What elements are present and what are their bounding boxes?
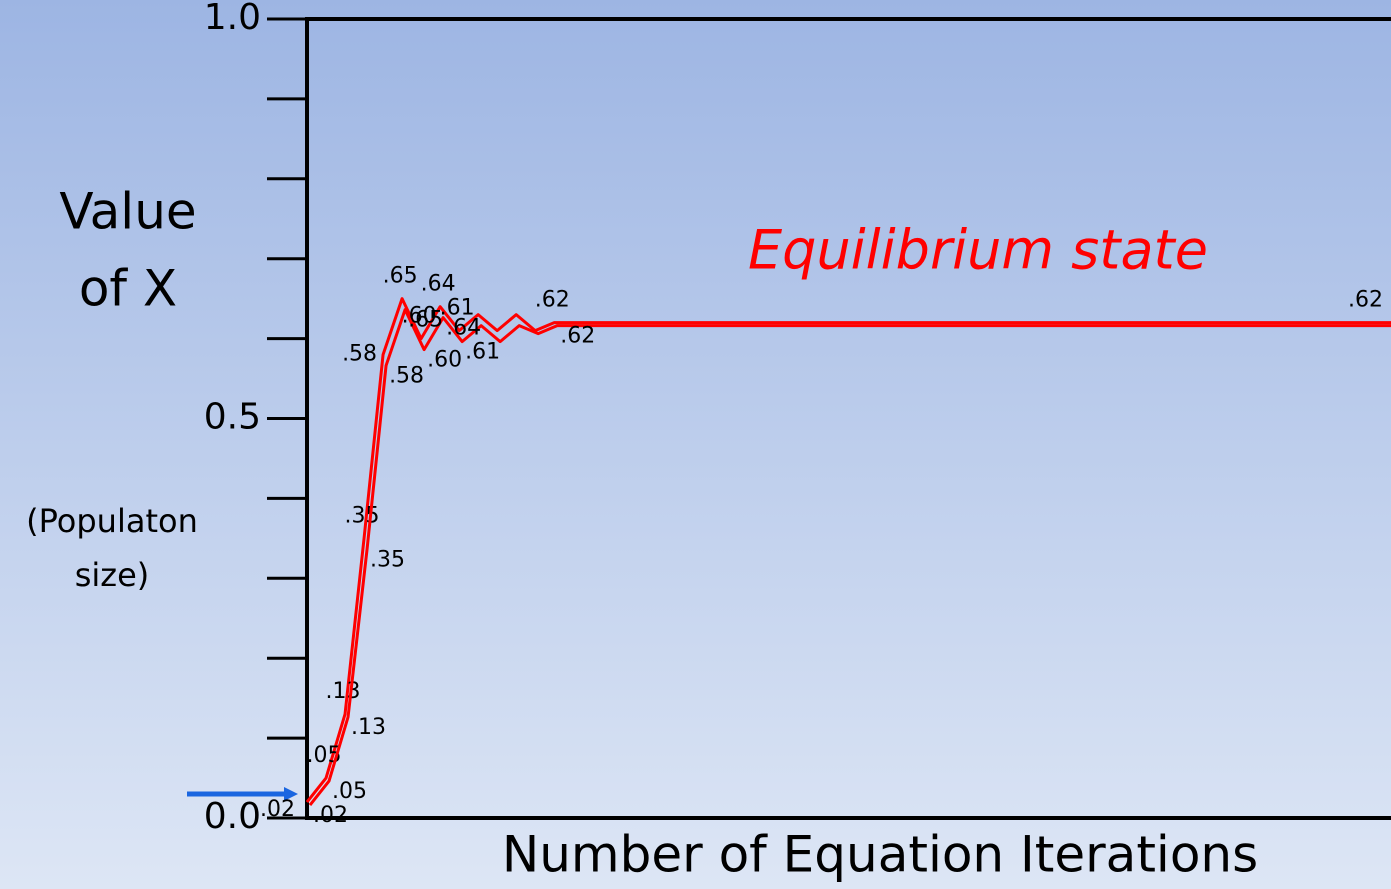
value-label: .64 [421, 272, 456, 297]
initial-arrow-head [284, 787, 298, 801]
value-label: .61 [440, 296, 475, 321]
value-label: .58 [389, 364, 424, 389]
value-label: .62 [560, 324, 595, 349]
value-label: .64 [446, 316, 481, 341]
value-label: .58 [342, 342, 377, 367]
value-label: .62 [535, 288, 570, 313]
series-line [308, 308, 1391, 806]
annotation: Equilibrium state [748, 219, 1208, 282]
value-label: .62 [1348, 288, 1383, 313]
value-label: .61 [465, 340, 500, 365]
x-axis-label: Number of Equation Iterations [502, 826, 1258, 884]
value-label: .02 [313, 803, 348, 828]
y-axis-note: size) [75, 556, 150, 594]
value-label: .35 [370, 547, 405, 572]
value-label: .60 [427, 348, 462, 373]
value-label: .05 [332, 779, 367, 804]
y-axis-label: Value [59, 183, 196, 241]
value-label: .13 [326, 679, 361, 704]
value-label: .02 [260, 797, 295, 822]
value-label: .65 [408, 308, 443, 333]
y-tick-label: 1.0 [204, 0, 261, 38]
y-tick-label: 0.0 [204, 796, 261, 837]
series-line [305, 297, 1391, 803]
value-label: .35 [345, 503, 380, 528]
y-tick-label: 0.5 [204, 397, 261, 438]
value-label: .13 [351, 715, 386, 740]
y-axis-note: (Populaton [26, 502, 198, 540]
value-label: .65 [383, 264, 418, 289]
y-axis-label: of X [79, 260, 177, 318]
